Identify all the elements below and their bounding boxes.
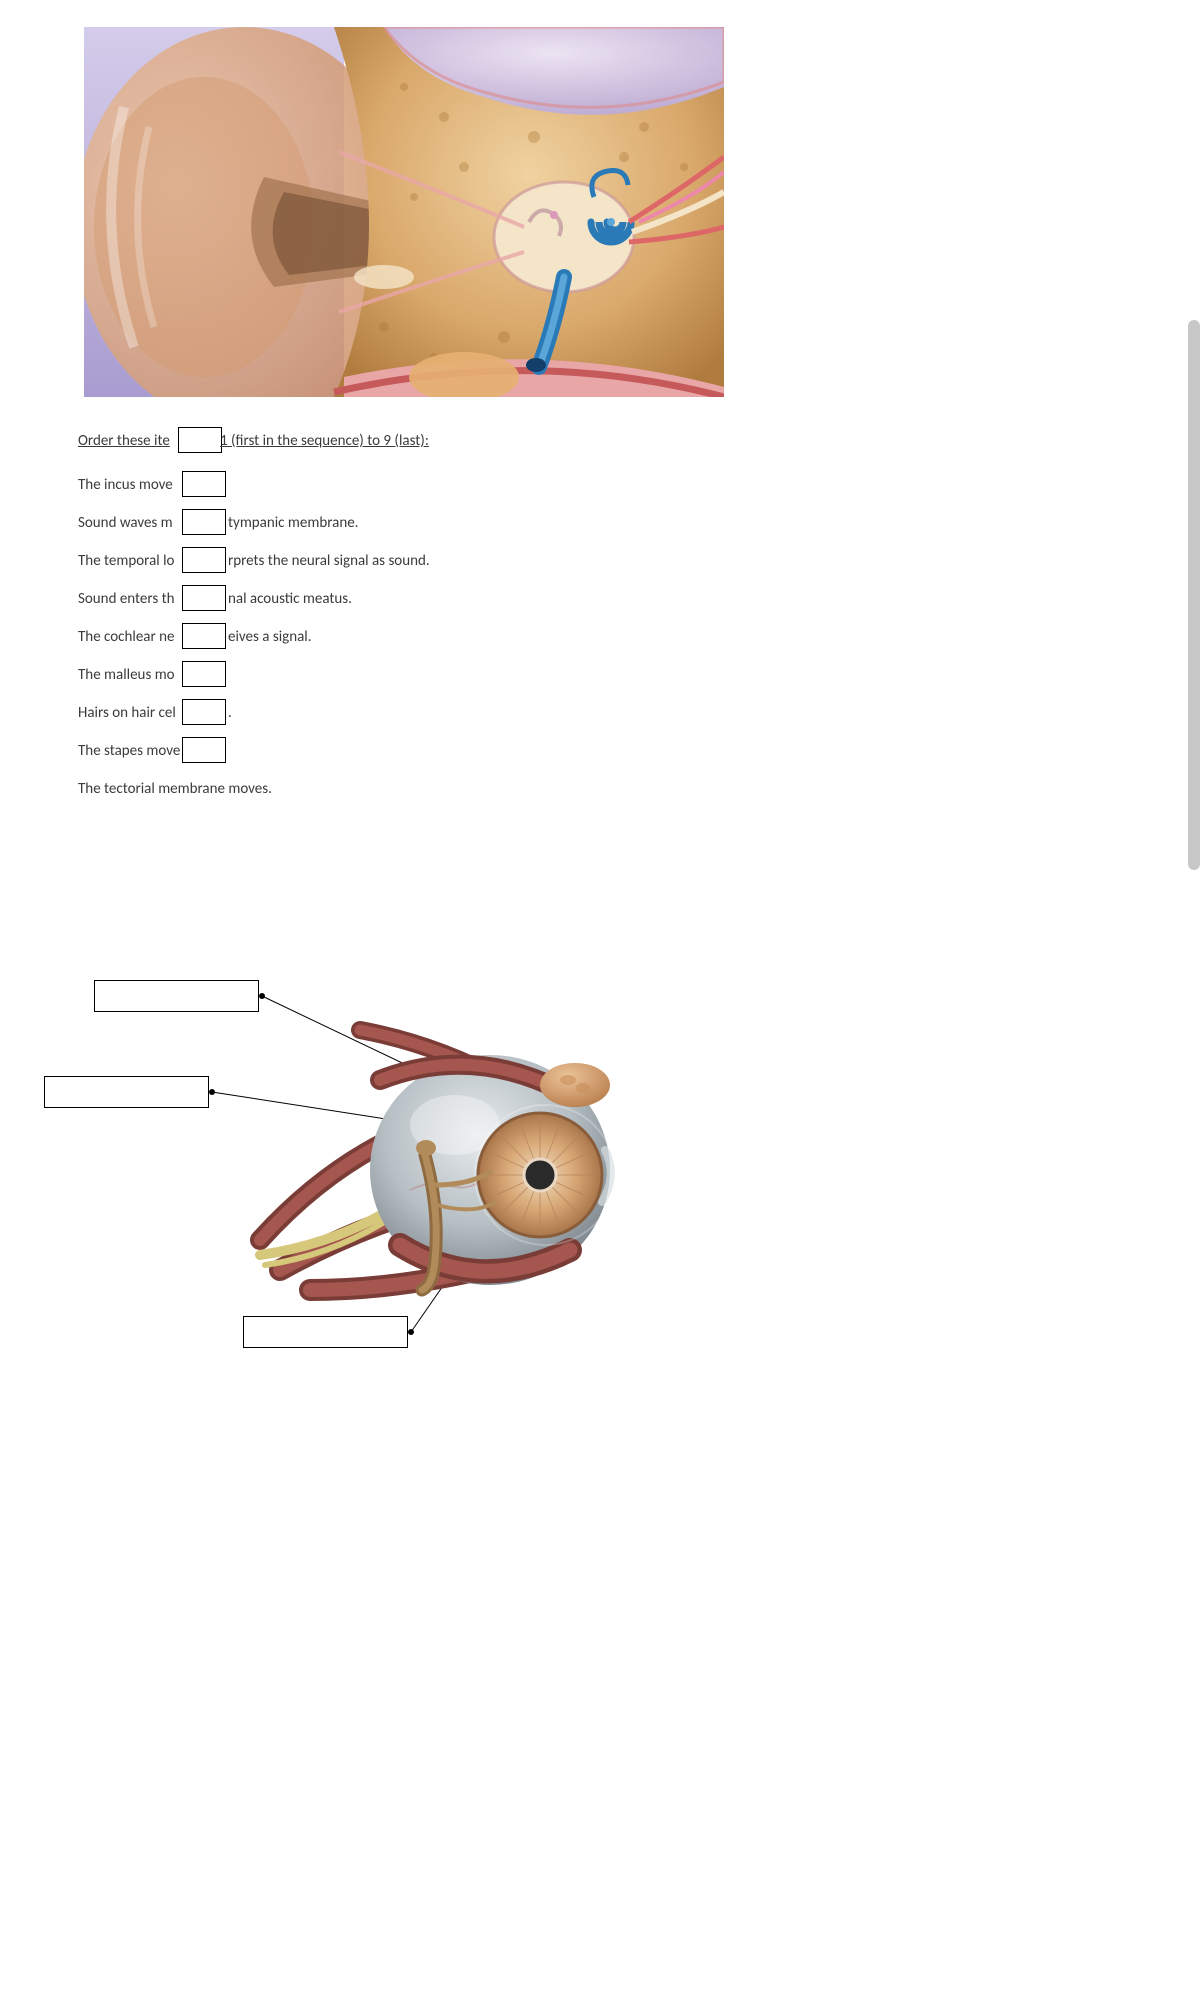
item-text-pre: Sound enters th [78, 590, 175, 608]
ordering-question: Order these ite 1 (first in the sequence… [78, 430, 778, 816]
order-input[interactable] [182, 737, 226, 763]
order-input[interactable] [182, 471, 226, 497]
order-input[interactable] [182, 585, 226, 611]
order-item: The stapes move [78, 740, 778, 762]
order-item: Sound waves m tympanic membrane. [78, 512, 778, 534]
ear-anatomy-illustration [84, 27, 724, 397]
item-text-post: nal acoustic meatus. [228, 590, 352, 608]
item-text-pre: Sound waves m [78, 514, 173, 532]
item-text-pre: The malleus mo [78, 666, 175, 684]
eye-label-input-3[interactable] [243, 1316, 408, 1348]
order-input[interactable] [182, 699, 226, 725]
item-text-post: rprets the neural signal as sound. [228, 552, 430, 570]
order-item: The incus move [78, 474, 778, 496]
order-input[interactable] [182, 509, 226, 535]
order-item: The temporal lo rprets the neural signal… [78, 550, 778, 572]
heading-input[interactable] [178, 427, 222, 453]
order-item-last: The tectorial membrane moves. [78, 778, 778, 800]
order-input[interactable] [182, 623, 226, 649]
item-text-pre: The incus move [78, 476, 173, 494]
page: Order these ite 1 (first in the sequence… [0, 0, 1200, 2001]
eye-anatomy-illustration [240, 990, 640, 1330]
item-text-pre: The temporal lo [78, 552, 174, 570]
order-input[interactable] [182, 661, 226, 687]
item-text-pre: The stapes move [78, 742, 180, 760]
order-input[interactable] [182, 547, 226, 573]
eye-label-input-1[interactable] [94, 980, 259, 1012]
item-text: The tectorial membrane moves. [78, 780, 272, 798]
heading-text-post: 1 (first in the sequence) to 9 (last): [220, 432, 429, 450]
item-text-pre: The cochlear ne [78, 628, 174, 646]
order-item: The cochlear ne eives a signal. [78, 626, 778, 648]
order-item: Hairs on hair cel . [78, 702, 778, 724]
heading-text-pre: Order these ite [78, 432, 170, 450]
item-text-pre: Hairs on hair cel [78, 704, 176, 722]
eye-label-input-2[interactable] [44, 1076, 209, 1108]
order-item: The malleus mo [78, 664, 778, 686]
item-text-post: tympanic membrane. [228, 514, 358, 532]
ordering-heading: Order these ite 1 (first in the sequence… [78, 430, 778, 452]
eye-labeling-question [40, 960, 740, 1400]
item-text-post: eives a signal. [228, 628, 312, 646]
scrollbar-thumb[interactable] [1188, 320, 1200, 870]
order-item: Sound enters th nal acoustic meatus. [78, 588, 778, 610]
item-text-post: . [228, 704, 232, 722]
